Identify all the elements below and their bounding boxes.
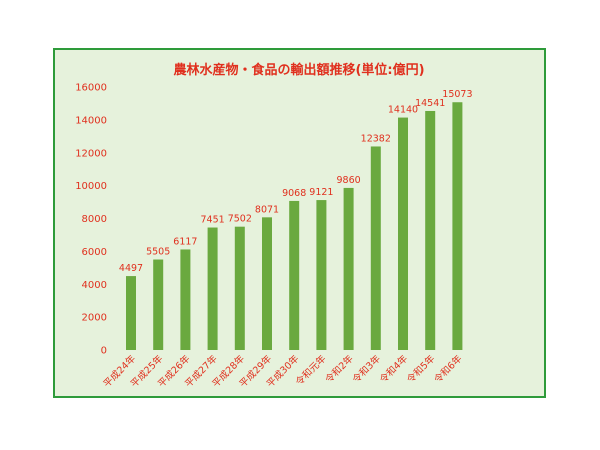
data-label: 5505 <box>146 247 170 258</box>
data-label: 15073 <box>442 89 472 100</box>
y-tick-label: 2000 <box>82 313 107 324</box>
data-label: 14140 <box>388 105 418 116</box>
y-tick-label: 4000 <box>82 280 107 291</box>
bar <box>425 110 436 350</box>
chart-title: 農林水産物・食品の輸出額推移(単位:億円) <box>173 62 424 78</box>
bar <box>316 200 327 350</box>
bar <box>180 249 191 350</box>
y-tick-label: 10000 <box>75 181 107 192</box>
bar <box>262 217 272 350</box>
data-label: 7451 <box>201 215 225 226</box>
bar <box>452 102 463 350</box>
data-label: 9860 <box>337 175 361 186</box>
data-label: 14541 <box>415 98 445 109</box>
x-tick-label: 令和2年 <box>323 352 356 385</box>
data-label: 8071 <box>255 204 279 215</box>
y-tick-label: 12000 <box>75 148 107 159</box>
y-axis-ticks: 0 2000 4000 6000 8000 10000 12000 14000 16000 <box>75 83 107 357</box>
bar <box>289 200 300 350</box>
y-tick-label: 16000 <box>75 83 107 94</box>
data-label: 12382 <box>361 133 391 144</box>
bar <box>207 227 218 350</box>
bar <box>343 187 354 350</box>
x-axis-labels: 平成24年平成25年平成26年平成27年平成28年平成29年平成30年令和元年令… <box>101 352 465 390</box>
bar <box>398 117 408 350</box>
data-label: 9121 <box>309 187 333 198</box>
y-tick-label: 6000 <box>82 247 107 258</box>
y-tick-label: 0 <box>101 346 107 357</box>
bar <box>126 276 136 350</box>
bar <box>234 226 245 350</box>
y-tick-label: 8000 <box>82 214 107 225</box>
bar <box>370 146 381 350</box>
y-tick-label: 14000 <box>75 115 107 126</box>
data-label: 6117 <box>173 236 197 247</box>
x-tick-label: 令和5年 <box>404 352 437 385</box>
x-tick-label: 令和元年 <box>293 352 329 388</box>
data-label: 7502 <box>228 214 252 225</box>
data-label: 4497 <box>119 263 143 274</box>
bar <box>153 259 164 350</box>
x-tick-label: 令和4年 <box>377 352 410 385</box>
x-tick-label: 令和3年 <box>350 352 383 385</box>
x-tick-label: 令和6年 <box>432 352 465 385</box>
data-label: 9068 <box>282 188 306 199</box>
chart-frame: 農林水産物・食品の輸出額推移(単位:億円) 0 2000 4000 6000 8000 1… <box>53 48 546 398</box>
bars <box>126 102 463 350</box>
bar-chart: 農林水産物・食品の輸出額推移(単位:億円) 0 2000 4000 6000 8000 1… <box>75 62 473 390</box>
